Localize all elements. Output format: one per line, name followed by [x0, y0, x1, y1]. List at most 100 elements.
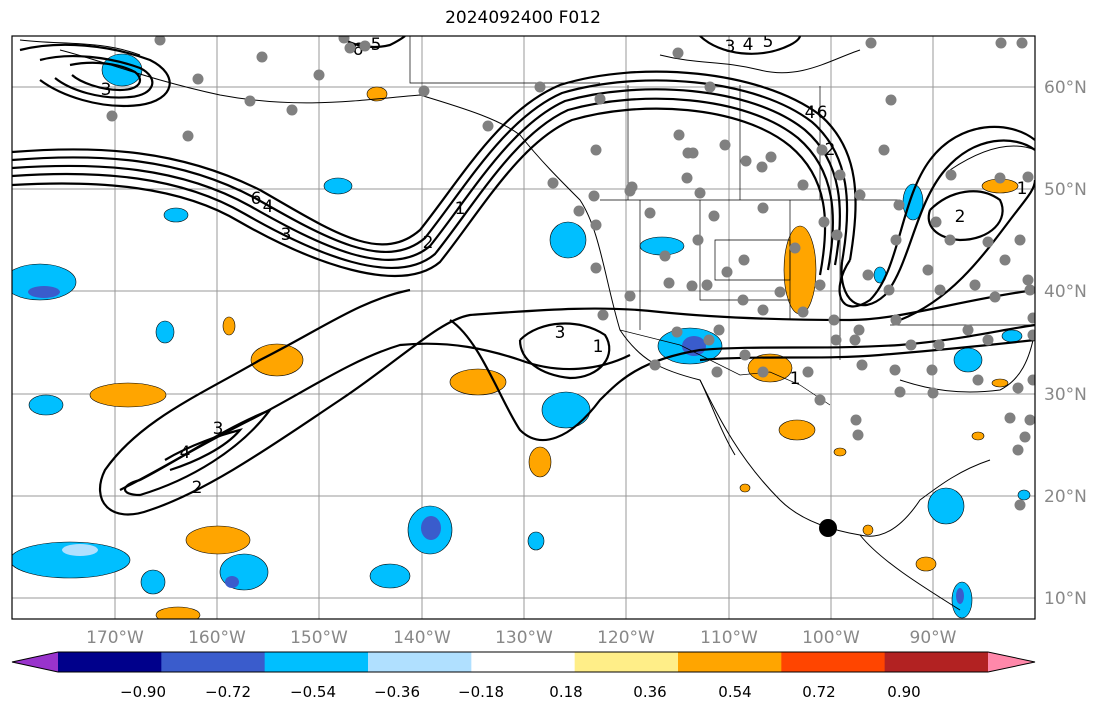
lat-label: 20°N	[1044, 487, 1087, 507]
coastlines	[19, 39, 1035, 611]
colorbar-tick: −0.54	[290, 683, 336, 701]
colorbar-tick: −0.18	[458, 683, 504, 701]
station-dot	[802, 366, 814, 378]
map-frame	[11, 35, 1036, 620]
colorbar-tick: 0.54	[718, 683, 751, 701]
location-marker	[819, 519, 837, 537]
station-dot	[694, 187, 706, 199]
lon-label: 100°W	[802, 628, 860, 648]
station-dot	[256, 51, 268, 63]
longitude-labels: 170°W 160°W 150°W 140°W 130°W 120°W 110°…	[86, 628, 957, 648]
contour-label: 4	[180, 443, 191, 463]
colorbar-segment	[678, 652, 782, 672]
contour-label: 3	[725, 37, 736, 57]
station-dot	[534, 81, 546, 93]
station-dot	[905, 339, 917, 351]
station-dot	[106, 110, 118, 122]
neg-anomaly-area	[953, 347, 983, 373]
station-dot	[737, 294, 749, 306]
lon-label: 120°W	[597, 628, 655, 648]
station-dot	[894, 386, 906, 398]
station-dot	[814, 279, 826, 291]
station-dot	[244, 95, 256, 107]
station-dot	[831, 229, 843, 241]
colorbar-tick: −0.90	[120, 683, 166, 701]
station-dot	[889, 364, 901, 376]
contour-label: 2	[825, 140, 836, 160]
station-dot	[934, 284, 946, 296]
neg-anomaly-area	[140, 569, 166, 595]
station-dot	[547, 177, 559, 189]
colorbar-segment	[781, 652, 886, 672]
station-dot	[701, 279, 713, 291]
pos-anomaly-area	[783, 225, 817, 315]
contour-label: 6	[353, 40, 364, 60]
station-dot	[713, 324, 725, 336]
station-dot	[995, 37, 1007, 49]
station-dot	[878, 144, 890, 156]
station-dot	[893, 199, 905, 211]
colorbar-segment	[574, 652, 679, 672]
lon-label: 170°W	[86, 628, 144, 648]
colorbar-segment	[368, 652, 472, 672]
station-dot	[944, 234, 956, 246]
pos-anomaly-area	[185, 525, 251, 555]
station-dot	[853, 324, 865, 336]
station-dot	[756, 161, 768, 173]
station-dot	[1027, 312, 1035, 324]
colorbar-outline	[11, 651, 1036, 673]
station-dot	[962, 324, 974, 336]
neg-anomaly-area	[527, 531, 545, 551]
station-dot	[704, 81, 716, 93]
station-dot	[673, 129, 685, 141]
neg-anomaly-area	[155, 320, 175, 344]
contour-label: 6	[251, 189, 262, 209]
colorbar-segment	[471, 652, 576, 672]
contour-label: 5	[371, 35, 382, 55]
pos-anomaly-area	[528, 446, 552, 478]
colorbar-tick: 0.36	[633, 683, 666, 701]
station-dot	[418, 85, 430, 97]
contour-label: 3	[213, 419, 224, 439]
station-dot	[597, 309, 609, 321]
station-dot	[703, 334, 715, 346]
station-dot	[1014, 499, 1026, 511]
contour-label: 3	[101, 80, 112, 100]
station-dot	[774, 286, 786, 298]
pos-anomaly-area	[915, 556, 937, 572]
station-dot	[757, 304, 769, 316]
station-dot	[816, 144, 828, 156]
contour-label: 1	[790, 369, 801, 389]
station-markers	[106, 36, 1035, 511]
contour-label: 3	[555, 323, 566, 343]
neg-anomaly-area	[927, 487, 965, 525]
station-dot	[659, 250, 671, 262]
station-dot	[1024, 284, 1035, 296]
contour-label: 4	[805, 103, 816, 123]
neg-anomaly-area	[12, 263, 77, 301]
colorbar-extend-low	[12, 652, 58, 672]
contour-label: 2	[955, 207, 966, 227]
station-dot	[922, 264, 934, 276]
lon-label: 110°W	[700, 628, 758, 648]
latitude-labels: 60°N 50°N 40°N 30°N 20°N 10°N	[1044, 78, 1087, 609]
colorbar-tick: 0.90	[887, 683, 920, 701]
lon-label: 150°W	[290, 628, 348, 648]
pos-anomaly-area	[991, 378, 1009, 388]
station-dot	[624, 185, 636, 197]
neg-anomaly-area	[323, 177, 353, 195]
contour-label: 2	[192, 478, 203, 498]
station-dot	[856, 359, 868, 371]
station-dot	[708, 210, 720, 222]
neg-anomaly-area	[1001, 329, 1023, 343]
neg-anomaly-area	[369, 563, 411, 589]
strong-neg-anomaly-area	[28, 286, 60, 298]
lat-label: 30°N	[1044, 385, 1087, 405]
station-dot	[814, 394, 826, 406]
station-dot	[933, 339, 945, 351]
station-dot	[590, 262, 602, 274]
station-dot	[482, 120, 494, 132]
station-dot	[972, 374, 984, 386]
station-dot	[830, 334, 842, 346]
colorbar-segment	[264, 652, 369, 672]
